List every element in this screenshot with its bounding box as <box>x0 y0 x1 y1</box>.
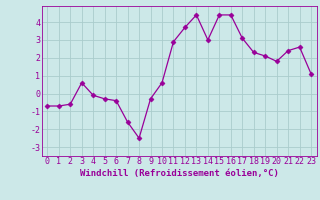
X-axis label: Windchill (Refroidissement éolien,°C): Windchill (Refroidissement éolien,°C) <box>80 169 279 178</box>
